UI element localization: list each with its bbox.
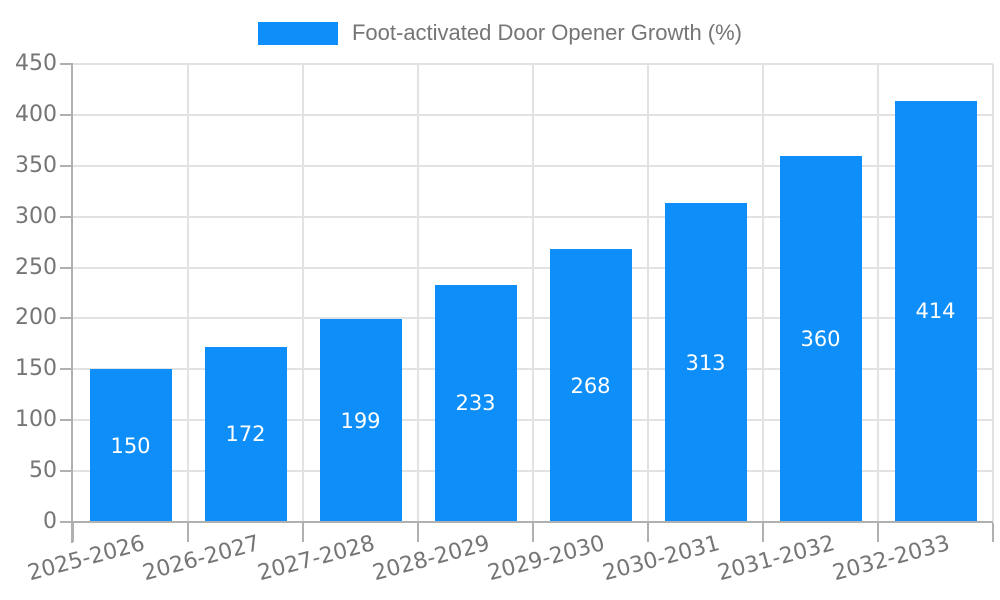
x-tick [72, 523, 74, 542]
y-axis-label: 0 [43, 509, 57, 534]
bar [204, 346, 287, 522]
y-axis-label: 300 [15, 203, 57, 229]
legend-swatch [257, 21, 338, 45]
y-axis-label: 200 [15, 305, 57, 331]
bar-value-label: 172 [225, 422, 266, 447]
y-tick [60, 63, 73, 65]
bar-value-label: 150 [110, 433, 151, 458]
v-gridline [992, 64, 994, 522]
x-tick [762, 523, 764, 542]
bar [89, 369, 172, 522]
x-axis-label: 2028-2029 [369, 531, 492, 587]
bar-value-label: 199 [340, 408, 381, 433]
x-tick [877, 523, 879, 542]
y-axis-label: 250 [15, 254, 57, 280]
bar [894, 100, 977, 522]
bar-value-label: 313 [685, 350, 726, 375]
bar [319, 319, 402, 522]
y-tick [60, 419, 73, 422]
y-axis-label: 350 [15, 152, 57, 178]
x-tick [992, 523, 994, 542]
bar-value-label: 268 [570, 373, 611, 398]
y-tick [60, 215, 73, 218]
bar-value-label: 233 [455, 391, 496, 416]
y-tick [60, 164, 73, 167]
x-axis-label: 2030-2031 [599, 531, 722, 587]
bar [434, 284, 517, 522]
y-tick [60, 113, 73, 116]
x-axis-label: 2031-2032 [714, 531, 837, 587]
y-tick [60, 368, 73, 371]
x-tick [647, 523, 649, 542]
v-gridline [762, 64, 764, 522]
y-axis-label: 150 [15, 356, 57, 382]
y-tick [60, 470, 73, 473]
bar [549, 249, 632, 522]
v-gridline [417, 64, 419, 522]
v-gridline [532, 64, 534, 522]
v-gridline [302, 64, 304, 522]
v-gridline [647, 64, 649, 522]
y-axis-label: 400 [15, 101, 57, 127]
y-axis-label: 450 [15, 51, 57, 76]
x-tick [302, 523, 304, 542]
x-axis-label: 2029-2030 [484, 531, 607, 587]
y-tick [60, 317, 73, 320]
bar [779, 155, 862, 522]
bar [664, 203, 747, 522]
x-axis-line [60, 521, 993, 523]
chart-legend[interactable]: Foot-activated Door Opener Growth (%) [0, 20, 1000, 46]
legend-label: Foot-activated Door Opener Growth (%) [351, 20, 743, 45]
bar-value-label: 360 [800, 326, 841, 351]
y-axis-label: 100 [15, 407, 57, 433]
x-tick [417, 523, 419, 542]
x-tick [532, 523, 534, 542]
x-tick [187, 523, 189, 542]
y-tick [60, 266, 73, 269]
x-axis-label: 2032-2033 [829, 531, 952, 587]
bar-value-label: 414 [915, 299, 956, 324]
v-gridline [877, 64, 879, 522]
v-gridline [187, 64, 189, 522]
y-axis-line [71, 64, 73, 543]
x-axis-label: 2026-2027 [139, 531, 262, 587]
y-axis-label: 50 [29, 458, 57, 484]
x-axis-label: 2027-2028 [254, 531, 377, 587]
x-axis-label: 2025-2026 [24, 531, 147, 587]
